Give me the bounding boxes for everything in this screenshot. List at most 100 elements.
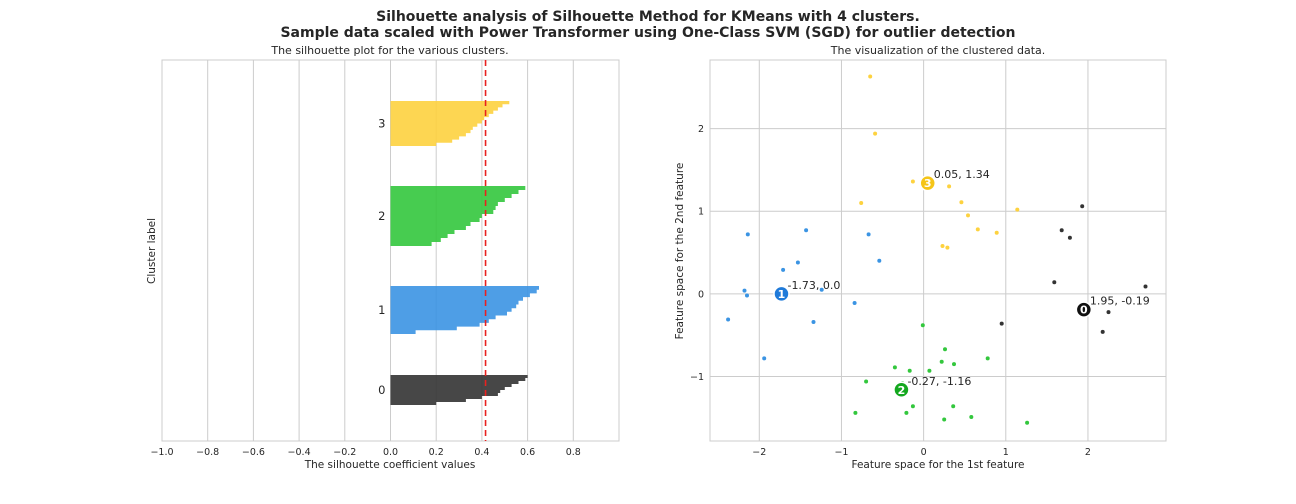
silhouette-band-cluster-2 <box>390 186 526 246</box>
scatter-point-cluster-0 <box>1100 329 1105 334</box>
scatter-x-tick-label: 1 <box>1003 447 1009 458</box>
scatter-point-cluster-0 <box>1067 235 1072 240</box>
scatter-point-cluster-1 <box>795 260 800 265</box>
scatter-point-cluster-2 <box>951 404 956 409</box>
silhouette-band-cluster-3 <box>390 101 510 146</box>
scatter-point-cluster-0 <box>999 321 1004 326</box>
silhouette-x-tick-label: −0.2 <box>333 447 356 458</box>
scatter-point-cluster-2 <box>1025 420 1030 425</box>
scatter-point-cluster-3 <box>1015 207 1020 212</box>
silhouette-x-tick-label: −1.0 <box>150 447 173 458</box>
scatter-x-tick-label: 0 <box>921 447 927 458</box>
scatter-point-cluster-3 <box>975 227 980 232</box>
cluster-centers: 01.95, -0.19 1-1.73, 0.0 2-0.27, -1.16 30.0… <box>773 168 1150 399</box>
silhouette-band-cluster-1 <box>390 286 539 334</box>
silhouette-bars <box>390 101 539 405</box>
cluster-center-annotation-0: 1.95, -0.19 <box>1090 295 1150 308</box>
cluster-label-0: 0 <box>378 383 385 397</box>
scatter-point-cluster-2 <box>892 365 897 370</box>
scatter-point-cluster-3 <box>873 131 878 136</box>
silhouette-x-tick-label: −0.8 <box>196 447 219 458</box>
scatter-point-cluster-2 <box>927 368 932 373</box>
scatter-point-cluster-2 <box>904 410 909 415</box>
scatter-point-cluster-0 <box>1106 310 1111 315</box>
scatter-point-cluster-0 <box>1080 204 1085 209</box>
silhouette-x-tick-label: 0.6 <box>520 447 535 458</box>
scatter-point-cluster-1 <box>866 232 871 237</box>
cluster-center-marker-3 <box>919 174 936 192</box>
scatter-point-cluster-1 <box>781 267 786 272</box>
silhouette-y-axis-label: Cluster label <box>146 218 158 284</box>
scatter-point-cluster-2 <box>910 404 915 409</box>
scatter-point-cluster-1 <box>742 288 747 293</box>
scatter-y-ticks: −1 0 1 2 <box>690 124 704 383</box>
scatter-point-cluster-1 <box>877 258 882 263</box>
scatter-y-tick-label: 0 <box>698 289 704 300</box>
scatter-point-cluster-0 <box>1143 284 1148 289</box>
scatter-point-cluster-1 <box>811 320 816 324</box>
scatter-point-cluster-3 <box>994 230 999 235</box>
cluster-center-annotation-3: 0.05, 1.34 <box>934 168 990 181</box>
cluster-center-number-1: 1 <box>778 288 786 301</box>
cluster-center-marker-0 <box>1075 301 1093 318</box>
silhouette-cluster-labels: 0 1 2 3 <box>378 117 385 398</box>
silhouette-x-axis-label: The silhouette coefficient values <box>304 459 476 471</box>
scatter-x-tick-label: −1 <box>834 447 848 458</box>
scatter-x-ticks: −2 −1 0 1 2 <box>752 447 1091 458</box>
scatter-y-axis-label: Feature space for the 2nd feature <box>674 163 686 340</box>
scatter-point-cluster-3 <box>940 244 945 248</box>
silhouette-x-tick-label: 0.2 <box>429 447 444 458</box>
scatter-point-cluster-0 <box>1059 228 1064 233</box>
silhouette-x-tick-label: 0.8 <box>566 447 581 458</box>
scatter-point-cluster-2 <box>907 368 912 373</box>
silhouette-x-tick-label: 0.0 <box>383 447 398 458</box>
silhouette-plot-title: The silhouette plot for the various clus… <box>270 44 508 57</box>
scatter-y-tick-label: 1 <box>698 207 704 218</box>
scatter-point-cluster-2 <box>920 323 925 328</box>
scatter-point-cluster-3 <box>868 74 873 79</box>
scatter-x-tick-label: 2 <box>1085 447 1091 458</box>
scatter-point-cluster-2 <box>864 379 869 384</box>
cluster-center-marker-1 <box>773 285 790 303</box>
scatter-point-cluster-0 <box>1052 280 1057 285</box>
scatter-point-cluster-2 <box>942 417 947 422</box>
cluster-center-marker-2 <box>893 381 910 399</box>
scatter-point-cluster-1 <box>852 301 857 305</box>
scatter-point-cluster-2 <box>969 415 974 419</box>
scatter-point-cluster-3 <box>859 201 864 205</box>
cluster-center-annotation-2: -0.27, -1.16 <box>907 375 971 388</box>
scatter-point-cluster-3 <box>910 179 915 184</box>
scatter-point-cluster-2 <box>939 359 944 364</box>
scatter-point-cluster-1 <box>726 317 731 322</box>
cluster-label-2: 2 <box>378 209 385 223</box>
scatter-point-cluster-3 <box>947 184 952 189</box>
scatter-point-cluster-2 <box>853 410 858 415</box>
silhouette-x-tick-label: −0.4 <box>288 447 311 458</box>
scatter-point-cluster-1 <box>804 228 809 233</box>
silhouette-band-cluster-0 <box>390 375 528 405</box>
figure-title-line-1: Silhouette analysis of Silhouette Method… <box>376 9 920 25</box>
cluster-center-number-3: 3 <box>924 177 932 190</box>
cluster-center-annotation-1: -1.73, 0.0 <box>787 279 840 292</box>
cluster-label-1: 1 <box>378 303 385 317</box>
silhouette-x-ticks: −1.0 −0.8 −0.6 −0.4 −0.2 0.0 0.2 0.4 0.6 0.8 <box>150 447 580 458</box>
scatter-point-cluster-3 <box>945 245 950 250</box>
silhouette-x-tick-label: 0.4 <box>474 447 489 458</box>
scatter-point-cluster-2 <box>952 362 956 367</box>
scatter-y-tick-label: −1 <box>690 372 704 383</box>
cluster-scatter-plot: The visualization of the clustered data.… <box>674 44 1167 471</box>
silhouette-plot: The silhouette plot for the various clus… <box>146 44 620 471</box>
scatter-y-tick-label: 2 <box>698 124 704 135</box>
scatter-x-axis-label: Feature space for the 1st feature <box>851 459 1024 471</box>
scatter-points <box>726 74 1148 425</box>
scatter-point-cluster-2 <box>985 356 990 361</box>
figure-title-line-2: Sample data scaled with Power Transforme… <box>280 25 1015 41</box>
cluster-center-number-0: 0 <box>1080 304 1088 317</box>
scatter-point-cluster-1 <box>745 293 749 298</box>
cluster-label-3: 3 <box>378 117 385 131</box>
silhouette-x-tick-label: −0.6 <box>242 447 265 458</box>
scatter-plot-frame <box>709 59 1167 442</box>
scatter-point-cluster-3 <box>966 213 970 218</box>
scatter-plot-title: The visualization of the clustered data. <box>830 44 1046 57</box>
